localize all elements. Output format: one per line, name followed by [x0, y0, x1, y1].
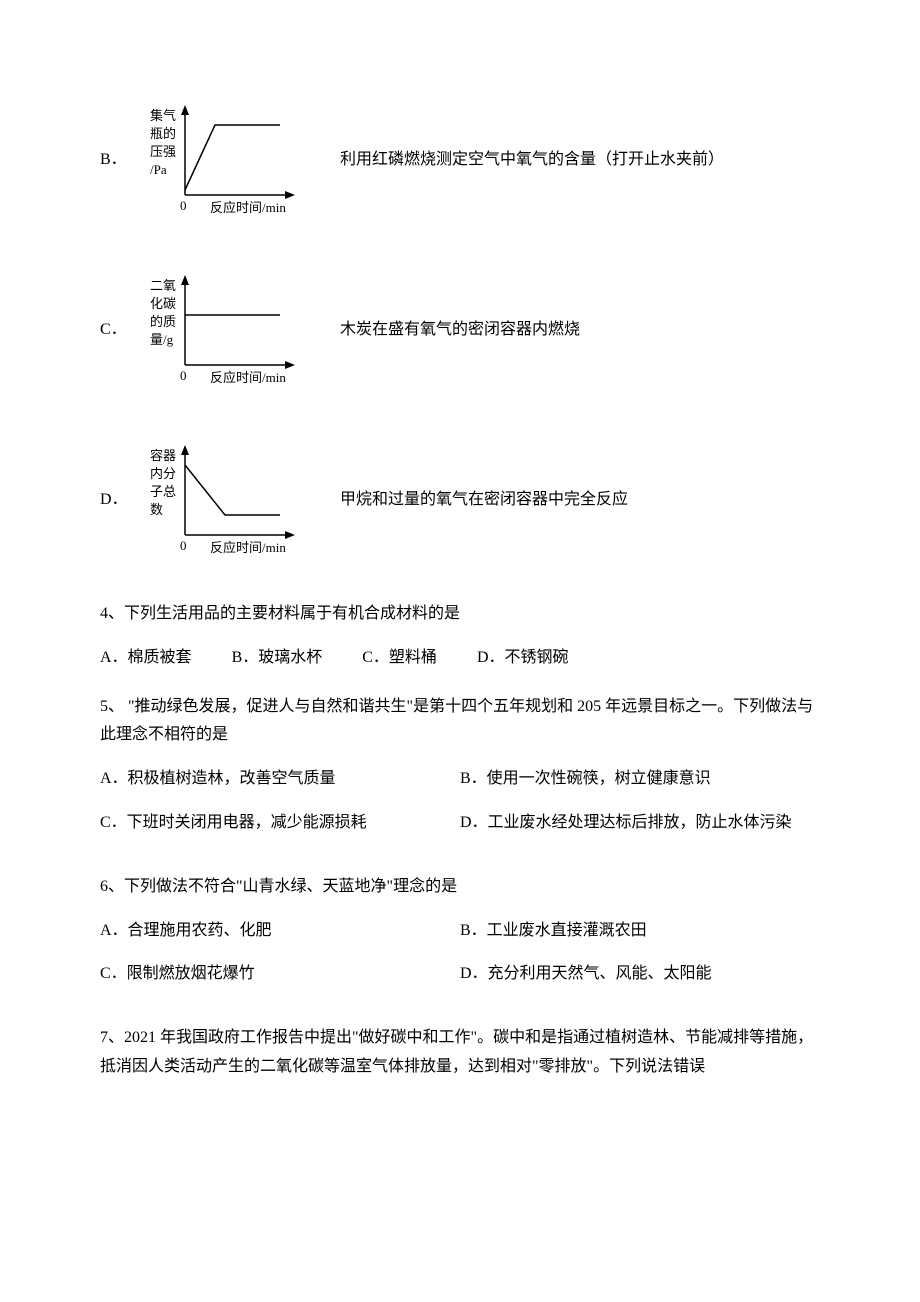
chart-option-C: C． 二氧 化碳 的质 量/g 0 反应时间/min 木炭在盛有氧气的密闭容器内… [100, 260, 820, 400]
chart-option-B: B． 集气 瓶的 压强 /Pa 0 反应时间/min 利用红磷燃烧测定空气中氧气… [100, 90, 820, 230]
ylabel-C-3: 的质 [150, 314, 176, 329]
desc-C: 木炭在盛有氧气的密闭容器内燃烧 [340, 316, 580, 345]
q4-option-D: D．不锈钢碗 [477, 644, 569, 673]
q6-option-B: B．工业废水直接灌溉农田 [460, 917, 820, 946]
y-arrow-B [181, 105, 189, 115]
question-5: 5、 "推动绿色发展，促进人与自然和谐共生"是第十四个五年规划和 205 年远景… [100, 693, 820, 853]
curve-B [185, 125, 280, 190]
question-4: 4、下列生活用品的主要材料属于有机合成材料的是 A．棉质被套 B．玻璃水杯 C．… [100, 600, 820, 673]
q4-option-C: C．塑料桶 [362, 644, 437, 673]
question-7: 7、2021 年我国政府工作报告中提出"做好碳中和工作"。碳中和是指通过植树造林… [100, 1024, 820, 1082]
q6-option-A: A．合理施用农药、化肥 [100, 917, 460, 946]
q6-text: 6、下列做法不符合"山青水绿、天蓝地净"理念的是 [100, 873, 820, 902]
x-arrow-B [285, 191, 295, 199]
desc-D: 甲烷和过量的氧气在密闭容器中完全反应 [340, 486, 628, 515]
xlabel-C: 反应时间/min [210, 370, 286, 385]
x-arrow-C [285, 361, 295, 369]
option-label-B: B． [100, 146, 130, 175]
chart-svg-B: 集气 瓶的 压强 /Pa 0 反应时间/min [130, 90, 320, 230]
q6-options: A．合理施用农药、化肥 B．工业废水直接灌溉农田 C．限制燃放烟花爆竹 D．充分… [100, 917, 820, 1005]
q5-options: A．积极植树造林，改善空气质量 B．使用一次性碗筷，树立健康意识 C．下班时关闭… [100, 765, 820, 853]
ylabel-B-1: 集气 [150, 108, 176, 123]
chart-svg-C: 二氧 化碳 的质 量/g 0 反应时间/min [130, 260, 320, 400]
desc-B: 利用红磷燃烧测定空气中氧气的含量（打开止水夹前） [340, 146, 724, 175]
chart-option-D: D． 容器 内分 子总 数 0 反应时间/min 甲烷和过量的氧气在密闭容器中完… [100, 430, 820, 570]
option-label-D: D． [100, 486, 130, 515]
x-arrow-D [285, 531, 295, 539]
option-label-C: C． [100, 316, 130, 345]
q6-option-D: D．充分利用天然气、风能、太阳能 [460, 960, 820, 989]
chart-svg-D: 容器 内分 子总 数 0 反应时间/min [130, 430, 320, 570]
ylabel-B-4: /Pa [150, 162, 167, 177]
q4-text: 4、下列生活用品的主要材料属于有机合成材料的是 [100, 600, 820, 629]
xlabel-B: 反应时间/min [210, 200, 286, 215]
ylabel-D-4: 数 [150, 502, 163, 517]
ylabel-D-3: 子总 [150, 484, 176, 499]
ylabel-C-2: 化碳 [150, 296, 176, 311]
ylabel-C-4: 量/g [150, 332, 174, 347]
q5-option-A: A．积极植树造林，改善空气质量 [100, 765, 460, 794]
ylabel-D-2: 内分 [150, 466, 176, 481]
q4-option-A: A．棉质被套 [100, 644, 192, 673]
q6-option-C: C．限制燃放烟花爆竹 [100, 960, 460, 989]
origin-C: 0 [180, 368, 187, 383]
xlabel-D: 反应时间/min [210, 540, 286, 555]
ylabel-B-3: 压强 [150, 144, 176, 159]
curve-D [185, 465, 280, 515]
origin-D: 0 [180, 538, 187, 553]
ylabel-B-2: 瓶的 [150, 126, 176, 141]
q4-options: A．棉质被套 B．玻璃水杯 C．塑料桶 D．不锈钢碗 [100, 644, 820, 673]
question-6: 6、下列做法不符合"山青水绿、天蓝地净"理念的是 A．合理施用农药、化肥 B．工… [100, 873, 820, 1004]
y-arrow-C [181, 275, 189, 285]
q5-option-C: C．下班时关闭用电器，减少能源损耗 [100, 809, 460, 838]
q7-text: 7、2021 年我国政府工作报告中提出"做好碳中和工作"。碳中和是指通过植树造林… [100, 1024, 820, 1082]
ylabel-D-1: 容器 [150, 448, 176, 463]
q5-option-D: D．工业废水经处理达标后排放，防止水体污染 [460, 809, 820, 838]
q5-text: 5、 "推动绿色发展，促进人与自然和谐共生"是第十四个五年规划和 205 年远景… [100, 693, 820, 751]
y-arrow-D [181, 445, 189, 455]
ylabel-C-1: 二氧 [150, 278, 176, 293]
q5-option-B: B．使用一次性碗筷，树立健康意识 [460, 765, 820, 794]
q4-option-B: B．玻璃水杯 [232, 644, 323, 673]
origin-B: 0 [180, 198, 187, 213]
